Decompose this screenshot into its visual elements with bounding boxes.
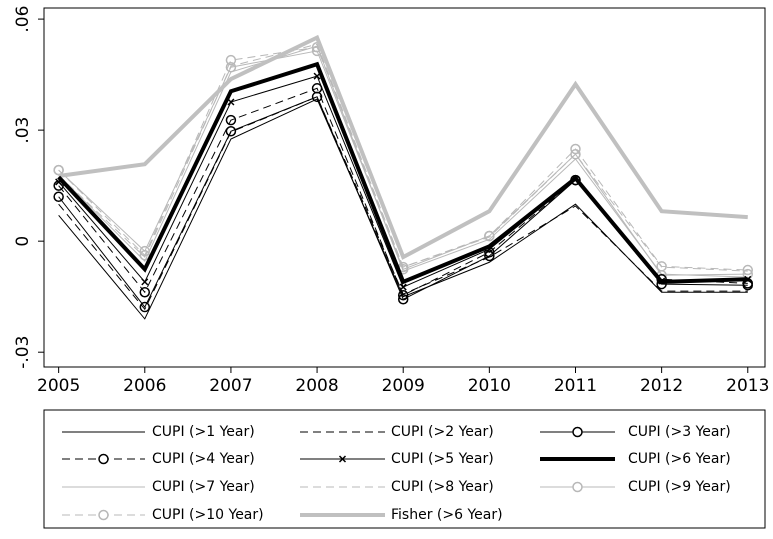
point-marker xyxy=(570,143,581,155)
plot-frame xyxy=(43,7,766,368)
legend-item: CUPI (>7 Year) xyxy=(62,479,255,495)
series-line xyxy=(58,50,748,276)
legend-frame xyxy=(43,409,766,529)
point-marker xyxy=(225,54,237,66)
x-tick-label: 2007 xyxy=(209,376,252,396)
point-marker xyxy=(399,283,407,291)
x-tick-label: 2010 xyxy=(468,376,511,396)
legend-marker xyxy=(98,453,109,465)
series xyxy=(58,45,748,278)
series-line xyxy=(58,45,748,278)
legend-item: Fisher (>6 Year) xyxy=(300,507,503,523)
y-tick-label: 0 xyxy=(13,236,33,247)
legend-item: CUPI (>3 Year) xyxy=(540,424,731,440)
point-marker xyxy=(139,301,151,313)
legend-item: CUPI (>9 Year) xyxy=(540,479,731,495)
legend-marker xyxy=(572,426,583,438)
point-marker xyxy=(139,286,151,298)
legend-label: CUPI (>4 Year) xyxy=(152,451,255,467)
legend-label: CUPI (>1 Year) xyxy=(152,424,255,440)
legend-label: CUPI (>8 Year) xyxy=(391,479,494,495)
legend-item: CUPI (>2 Year) xyxy=(300,424,494,440)
legend-item: CUPI (>6 Year) xyxy=(540,451,731,467)
legend-marker xyxy=(572,481,583,493)
point-marker xyxy=(53,191,64,203)
legend-item: CUPI (>4 Year) xyxy=(62,451,255,467)
legend-label: CUPI (>7 Year) xyxy=(152,479,255,495)
point-marker xyxy=(484,250,495,262)
series-line xyxy=(58,46,748,271)
point-marker xyxy=(742,264,754,276)
point-marker xyxy=(484,230,495,242)
legend-item: CUPI (>8 Year) xyxy=(300,479,494,495)
series xyxy=(58,34,748,260)
series xyxy=(57,61,748,285)
legend-label: CUPI (>2 Year) xyxy=(391,424,494,440)
point-marker xyxy=(225,125,237,137)
point-marker xyxy=(397,289,409,301)
series-line xyxy=(57,61,748,285)
legend-label: CUPI (>6 Year) xyxy=(628,451,731,467)
legend-item: CUPI (>5 Year) xyxy=(300,451,494,467)
x-tick-label: 2005 xyxy=(37,376,80,396)
x-tick-label: 2008 xyxy=(295,376,338,396)
legend-label: CUPI (>10 Year) xyxy=(152,507,264,523)
x-tick-label: 2009 xyxy=(382,376,425,396)
y-tick-label: -.03 xyxy=(13,336,33,369)
series-line xyxy=(58,34,748,260)
point-marker xyxy=(139,249,151,261)
x-tick-label: 2013 xyxy=(726,376,769,396)
point-marker xyxy=(225,61,237,73)
legend-label: Fisher (>6 Year) xyxy=(391,507,503,523)
point-marker xyxy=(227,98,235,106)
legend-item: CUPI (>1 Year) xyxy=(62,424,255,440)
point-marker xyxy=(141,278,149,286)
legend-label: CUPI (>5 Year) xyxy=(391,451,494,467)
series-line xyxy=(58,96,748,308)
legend-marker xyxy=(338,455,347,463)
legend-label: CUPI (>3 Year) xyxy=(628,424,731,440)
x-tick-label: 2011 xyxy=(554,376,597,396)
point-marker xyxy=(397,294,409,305)
legend-label: CUPI (>9 Year) xyxy=(628,479,731,495)
x-tick-label: 2012 xyxy=(640,376,683,396)
y-tick-label: .06 xyxy=(13,6,33,33)
series xyxy=(53,41,754,276)
y-tick-label: .03 xyxy=(13,117,33,144)
legend-marker xyxy=(98,509,109,521)
x-tick-label: 2006 xyxy=(123,376,166,396)
series-layer xyxy=(53,34,754,320)
point-marker xyxy=(225,114,237,126)
legend-item: CUPI (>10 Year) xyxy=(62,507,264,523)
point-marker xyxy=(656,261,667,272)
